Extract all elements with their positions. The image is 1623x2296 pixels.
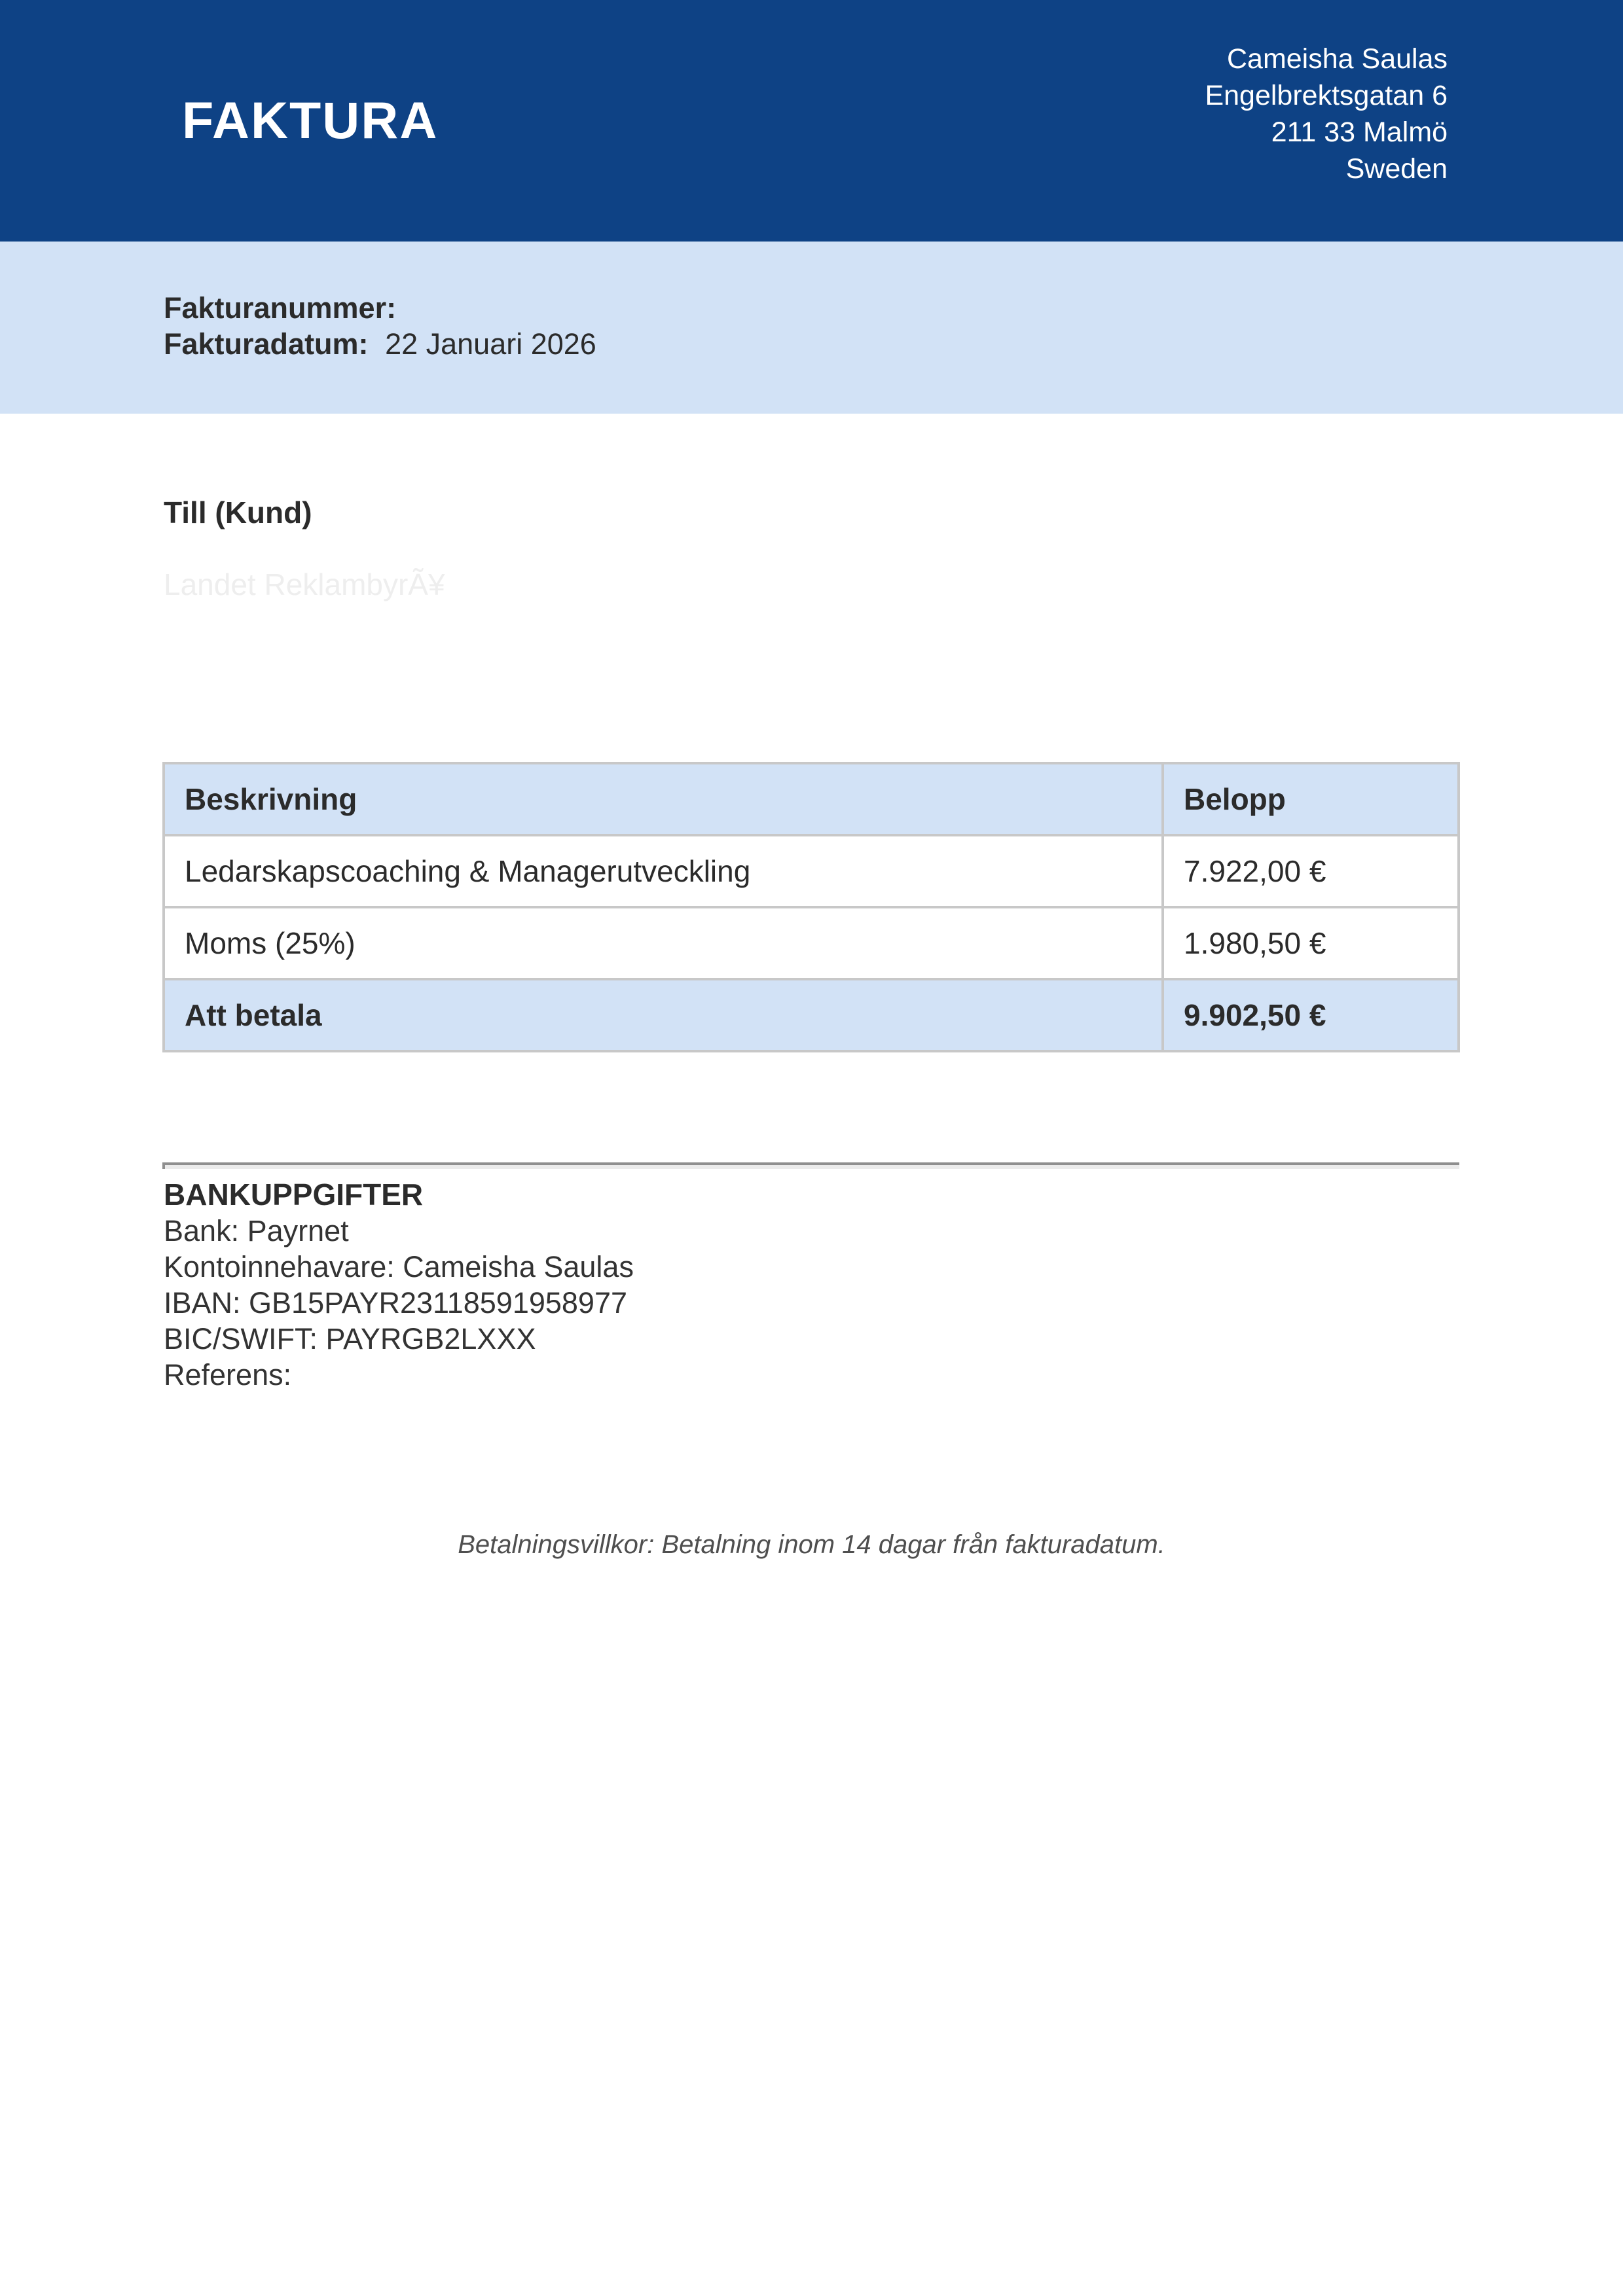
invoice-number-line: Fakturanummer:: [164, 290, 596, 326]
customer-section-title: Till (Kund): [164, 495, 312, 529]
total-amount: 9.902,50 €: [1161, 978, 1460, 1052]
payment-terms: Betalningsvillkor: Betalning inom 14 dag…: [458, 1530, 1165, 1559]
invoice-meta-band: Fakturanummer: Fakturadatum: 22 Januari …: [0, 242, 1623, 414]
invoice-date-value: 22 Januari 2026: [385, 327, 596, 361]
total-label: Att betala: [162, 978, 1164, 1052]
reference-line: Referens:: [164, 1358, 292, 1391]
table-row: Ledarskapscoaching & Managerutveckling 7…: [162, 834, 1460, 908]
item-amount: 7.922,00 €: [1161, 834, 1460, 908]
column-header-amount: Belopp: [1161, 762, 1460, 836]
bank-details-section: BANKUPPGIFTER Bank: Payrnet Kontoinnehav…: [164, 1177, 634, 1393]
invoice-number-label: Fakturanummer:: [164, 291, 397, 325]
invoice-title: FAKTURA: [182, 91, 439, 149]
invoice-meta: Fakturanummer: Fakturadatum: 22 Januari …: [164, 290, 596, 362]
section-divider: [162, 1162, 1459, 1169]
vat-amount: 1.980,50 €: [1161, 906, 1460, 980]
sender-name: Cameisha Saulas: [1226, 43, 1448, 75]
bic-swift-line: BIC/SWIFT: PAYRGB2LXXX: [164, 1322, 536, 1355]
line-items-table: Beskrivning Belopp Ledarskapscoaching & …: [162, 762, 1460, 1052]
customer-name: Landet ReklambyrÃ¥: [164, 567, 445, 601]
sender-street: Engelbrektsgatan 6: [1205, 80, 1448, 111]
item-description: Ledarskapscoaching & Managerutveckling: [162, 834, 1164, 908]
column-header-description: Beskrivning: [162, 762, 1164, 836]
bank-section-title: BANKUPPGIFTER: [164, 1177, 424, 1211]
invoice-date-label: Fakturadatum:: [164, 327, 369, 361]
invoice-header: FAKTURA Cameisha Saulas Engelbrektsgatan…: [0, 0, 1623, 242]
invoice-date-line: Fakturadatum: 22 Januari 2026: [164, 326, 596, 362]
bank-name-line: Bank: Payrnet: [164, 1214, 349, 1247]
iban-line: IBAN: GB15PAYR23118591958977: [164, 1286, 628, 1319]
sender-address-block: Cameisha Saulas Engelbrektsgatan 6 211 3…: [1205, 41, 1448, 187]
table-header-row: Beskrivning Belopp: [162, 762, 1460, 836]
sender-postal-city: 211 33 Malmö: [1271, 117, 1448, 148]
table-row-total: Att betala 9.902,50 €: [162, 978, 1460, 1052]
account-holder-line: Kontoinnehavare: Cameisha Saulas: [164, 1250, 634, 1283]
table-row: Moms (25%) 1.980,50 €: [162, 906, 1460, 980]
sender-country: Sweden: [1345, 153, 1448, 185]
vat-description: Moms (25%): [162, 906, 1164, 980]
